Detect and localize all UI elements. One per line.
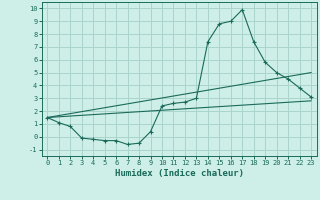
X-axis label: Humidex (Indice chaleur): Humidex (Indice chaleur) [115, 169, 244, 178]
